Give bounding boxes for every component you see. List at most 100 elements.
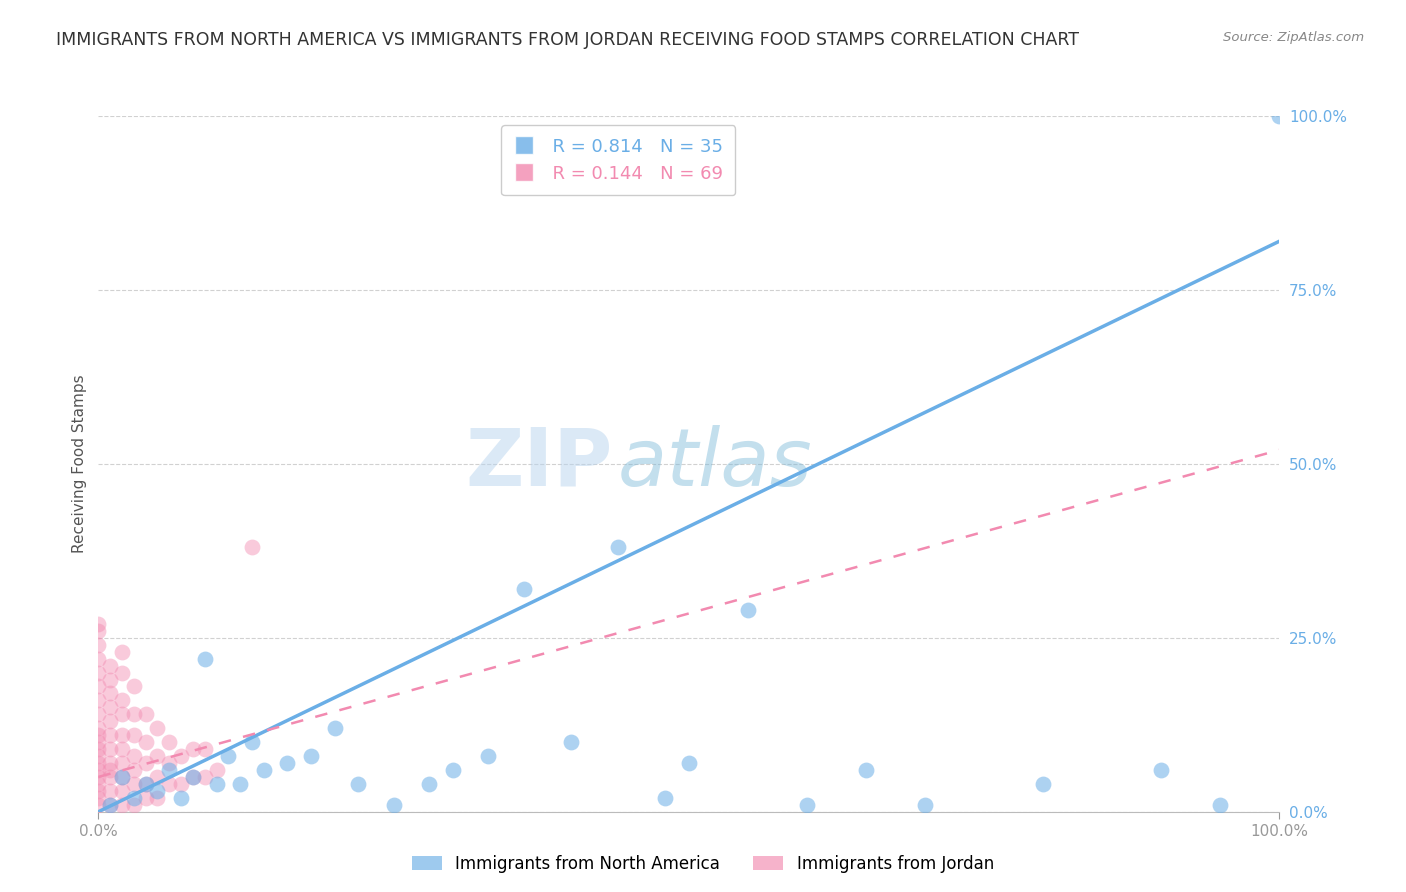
Point bbox=[135, 756, 157, 770]
Point bbox=[111, 756, 134, 770]
Point bbox=[678, 756, 700, 770]
Point bbox=[253, 763, 276, 777]
Point bbox=[1032, 777, 1054, 791]
Point bbox=[146, 770, 169, 784]
Point bbox=[477, 749, 499, 764]
Point bbox=[111, 797, 134, 812]
Point bbox=[98, 658, 121, 673]
Point bbox=[87, 693, 110, 707]
Point bbox=[194, 651, 217, 665]
Point bbox=[87, 777, 110, 791]
Point bbox=[87, 756, 110, 770]
Point bbox=[146, 784, 169, 798]
Point bbox=[87, 638, 110, 652]
Point bbox=[146, 790, 169, 805]
Point bbox=[98, 756, 121, 770]
Point bbox=[122, 707, 145, 722]
Point bbox=[157, 763, 180, 777]
Point bbox=[87, 735, 110, 749]
Point bbox=[122, 680, 145, 694]
Point bbox=[87, 797, 110, 812]
Point bbox=[1209, 797, 1232, 812]
Point bbox=[98, 763, 121, 777]
Legend: Immigrants from North America, Immigrants from Jordan: Immigrants from North America, Immigrant… bbox=[405, 848, 1001, 880]
Point bbox=[347, 777, 370, 791]
Point bbox=[122, 728, 145, 742]
Point bbox=[441, 763, 464, 777]
Point bbox=[135, 707, 157, 722]
Point bbox=[229, 777, 252, 791]
Point bbox=[87, 763, 110, 777]
Point bbox=[135, 735, 157, 749]
Point bbox=[111, 728, 134, 742]
Point bbox=[122, 749, 145, 764]
Text: atlas: atlas bbox=[619, 425, 813, 503]
Point bbox=[157, 735, 180, 749]
Point bbox=[98, 742, 121, 756]
Point bbox=[157, 756, 180, 770]
Point bbox=[98, 797, 121, 812]
Point bbox=[135, 777, 157, 791]
Point bbox=[87, 728, 110, 742]
Point bbox=[87, 616, 110, 631]
Point bbox=[170, 790, 193, 805]
Point bbox=[157, 777, 180, 791]
Point bbox=[276, 756, 298, 770]
Point bbox=[205, 777, 228, 791]
Point bbox=[737, 603, 759, 617]
Point bbox=[111, 707, 134, 722]
Point bbox=[146, 749, 169, 764]
Text: Source: ZipAtlas.com: Source: ZipAtlas.com bbox=[1223, 31, 1364, 45]
Y-axis label: Receiving Food Stamps: Receiving Food Stamps bbox=[72, 375, 87, 553]
Point bbox=[111, 784, 134, 798]
Point bbox=[87, 665, 110, 680]
Point bbox=[240, 541, 263, 555]
Point bbox=[98, 728, 121, 742]
Point bbox=[87, 624, 110, 638]
Legend:   R = 0.814   N = 35,   R = 0.144   N = 69: R = 0.814 N = 35, R = 0.144 N = 69 bbox=[501, 125, 735, 195]
Point bbox=[87, 742, 110, 756]
Point bbox=[111, 645, 134, 659]
Point bbox=[87, 790, 110, 805]
Point bbox=[111, 742, 134, 756]
Point bbox=[87, 770, 110, 784]
Point bbox=[87, 784, 110, 798]
Point bbox=[122, 763, 145, 777]
Point bbox=[111, 693, 134, 707]
Point bbox=[111, 770, 134, 784]
Point bbox=[122, 797, 145, 812]
Point bbox=[181, 770, 204, 784]
Point bbox=[122, 790, 145, 805]
Point bbox=[98, 784, 121, 798]
Point bbox=[170, 749, 193, 764]
Point bbox=[87, 749, 110, 764]
Point bbox=[98, 700, 121, 714]
Point bbox=[98, 770, 121, 784]
Text: IMMIGRANTS FROM NORTH AMERICA VS IMMIGRANTS FROM JORDAN RECEIVING FOOD STAMPS CO: IMMIGRANTS FROM NORTH AMERICA VS IMMIGRA… bbox=[56, 31, 1080, 49]
Point bbox=[122, 777, 145, 791]
Point bbox=[181, 742, 204, 756]
Point bbox=[87, 680, 110, 694]
Point bbox=[560, 735, 582, 749]
Point bbox=[914, 797, 936, 812]
Point bbox=[181, 770, 204, 784]
Point bbox=[194, 742, 217, 756]
Point bbox=[512, 582, 534, 596]
Point bbox=[194, 770, 217, 784]
Point bbox=[98, 686, 121, 700]
Text: ZIP: ZIP bbox=[465, 425, 612, 503]
Point bbox=[323, 721, 346, 735]
Point bbox=[217, 749, 239, 764]
Point bbox=[98, 797, 121, 812]
Point bbox=[111, 770, 134, 784]
Point bbox=[855, 763, 877, 777]
Point bbox=[1150, 763, 1173, 777]
Point bbox=[87, 721, 110, 735]
Point bbox=[111, 665, 134, 680]
Point bbox=[382, 797, 405, 812]
Point bbox=[240, 735, 263, 749]
Point bbox=[87, 651, 110, 665]
Point bbox=[135, 777, 157, 791]
Point bbox=[170, 777, 193, 791]
Point bbox=[205, 763, 228, 777]
